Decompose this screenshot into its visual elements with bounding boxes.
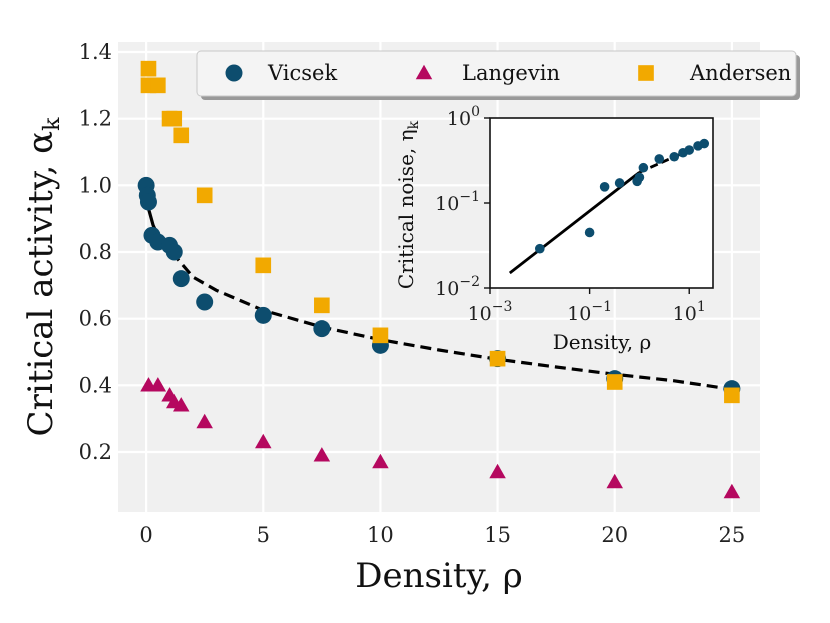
langevin-point <box>255 433 272 449</box>
legend-langevin-label: Langevin <box>462 61 560 85</box>
x-tick-label: 5 <box>257 523 270 547</box>
legend: Vicsek Langevin Andersen <box>196 50 800 100</box>
legend-langevin-marker <box>415 64 433 80</box>
langevin-point <box>489 463 506 479</box>
y-tick-label: 1.4 <box>79 40 112 64</box>
inset-y-tick-label: 10−2 <box>435 274 480 300</box>
andersen-point <box>173 127 190 144</box>
legend-vicsek-marker <box>225 64 243 82</box>
inset-vicsek-point <box>535 243 545 254</box>
main-data-points <box>137 60 741 499</box>
x-tick-label: 15 <box>484 523 511 547</box>
andersen-point <box>255 257 272 274</box>
inset-vicsek-point <box>684 145 695 155</box>
andersen-point <box>372 327 389 344</box>
andersen-point <box>150 77 166 94</box>
main-x-axis-title: Density, ρ <box>355 556 523 596</box>
dashed-fit <box>170 250 733 391</box>
andersen-point <box>140 60 157 77</box>
inset-vicsek-point <box>634 172 645 183</box>
vicsek-point <box>254 306 272 324</box>
vicsek-point <box>139 193 157 211</box>
andersen-point <box>166 110 183 127</box>
inset-x-tick-label: 101 <box>673 299 706 325</box>
inset-vicsek-point <box>699 138 710 149</box>
y-tick-label: 0.8 <box>79 240 112 264</box>
x-tick-label: 25 <box>719 523 746 547</box>
andersen-point <box>314 297 330 314</box>
legend-items: Vicsek Langevin Andersen <box>225 61 791 85</box>
main-y-axis-title: Critical activity, αk <box>21 117 65 437</box>
x-tick-label: 0 <box>139 523 152 547</box>
legend-box <box>196 50 797 97</box>
inset-x-tick-label: 10−1 <box>567 299 612 325</box>
inset-vicsek-point <box>614 178 625 188</box>
langevin-point <box>149 377 167 392</box>
langevin-point <box>313 447 331 462</box>
y-tick-label: 0.6 <box>79 307 112 331</box>
inset-vicsek-point <box>599 182 610 192</box>
y-tick-label: 1.0 <box>79 173 112 197</box>
inset-y-axis-title: Critical noise, ηk <box>394 120 422 289</box>
vicsek-point <box>172 270 190 288</box>
x-tick-label: 20 <box>601 523 628 547</box>
andersen-point <box>724 387 740 404</box>
langevin-point <box>196 413 213 429</box>
main-y-tick-labels: 0.2 0.4 0.6 0.8 1.0 1.2 1.4 <box>79 40 112 464</box>
main-x-tick-labels: 0 5 10 15 20 25 <box>139 523 745 547</box>
inset-ticks: 10−3 10−1 101 10−2 10−1 100 <box>435 104 706 325</box>
y-tick-label: 0.4 <box>79 373 112 397</box>
inset-y-tick-label: 10−1 <box>435 189 480 215</box>
inset-fit-lines <box>508 142 705 275</box>
langevin-point <box>606 473 623 489</box>
legend-vicsek-label: Vicsek <box>267 61 337 85</box>
vicsek-point <box>165 243 183 261</box>
andersen-point <box>196 187 213 204</box>
inset-chart: 10−3 10−1 101 10−2 10−1 100 Density, ρ Critic… <box>394 104 714 354</box>
inset-data-points <box>535 138 710 254</box>
vicsek-point <box>196 293 214 311</box>
vicsek-point <box>313 320 331 338</box>
inset-x-axis-title: Density, ρ <box>553 330 652 354</box>
langevin-point <box>372 453 389 469</box>
andersen-point <box>489 350 506 367</box>
x-tick-label: 10 <box>367 523 394 547</box>
langevin-point <box>723 483 741 499</box>
andersen-point <box>606 374 623 390</box>
inset-vicsek-point <box>584 227 595 238</box>
inset-y-tick-label: 100 <box>447 104 480 130</box>
inset-vicsek-point <box>638 162 649 173</box>
legend-andersen-marker <box>638 65 654 81</box>
inset-x-tick-label: 10−3 <box>468 299 513 325</box>
langevin-point <box>173 397 190 412</box>
y-tick-label: 0.2 <box>79 440 112 464</box>
inset-vicsek-point <box>654 154 665 164</box>
y-tick-label: 1.2 <box>79 107 112 131</box>
inset-solid-fit <box>508 171 641 275</box>
inset-vicsek-point <box>669 151 680 162</box>
legend-andersen-label: Andersen <box>689 61 791 85</box>
